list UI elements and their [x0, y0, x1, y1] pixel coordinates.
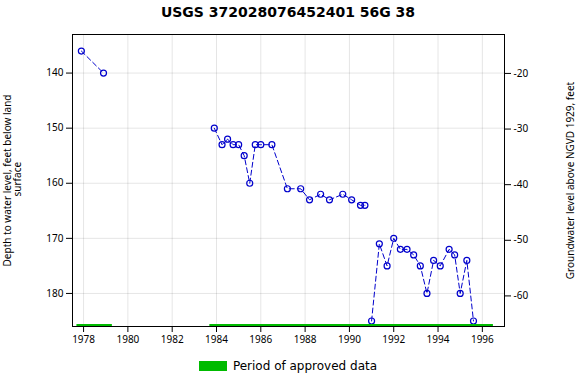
- html-text:Period of approved data: Period of approved data: [232, 359, 378, 373]
- svg-text:1988: 1988: [294, 332, 317, 346]
- svg-text:-50: -50: [514, 232, 529, 246]
- html-text:USGS 372028076452401 56G 38: USGS 372028076452401 56G 38: [160, 4, 416, 20]
- svg-text:Depth to water level, feet bel: Depth to water level, feet below land su…: [0, 95, 24, 267]
- svg-text:180: 180: [46, 286, 63, 300]
- svg-text:1982: 1982: [161, 332, 184, 346]
- svg-text:1990: 1990: [338, 332, 361, 346]
- svg-text:1994: 1994: [427, 332, 450, 346]
- svg-text:1996: 1996: [471, 332, 494, 346]
- svg-text:Groundwater level above NGVD 1: Groundwater level above NGVD 1929, feet: [563, 81, 576, 279]
- svg-text:-40: -40: [514, 177, 529, 191]
- svg-text:-60: -60: [514, 288, 529, 302]
- svg-text:160: 160: [46, 175, 63, 189]
- svg-text:1992: 1992: [382, 332, 405, 346]
- svg-text:-20: -20: [514, 66, 529, 80]
- svg-text:1978: 1978: [72, 332, 95, 346]
- svg-text:1986: 1986: [249, 332, 272, 346]
- svg-text:170: 170: [46, 231, 63, 245]
- svg-text:140: 140: [46, 65, 63, 79]
- svg-text:1980: 1980: [116, 332, 139, 346]
- svg-text:-30: -30: [514, 121, 529, 135]
- svg-text:150: 150: [46, 120, 63, 134]
- svg-text:1984: 1984: [205, 332, 228, 346]
